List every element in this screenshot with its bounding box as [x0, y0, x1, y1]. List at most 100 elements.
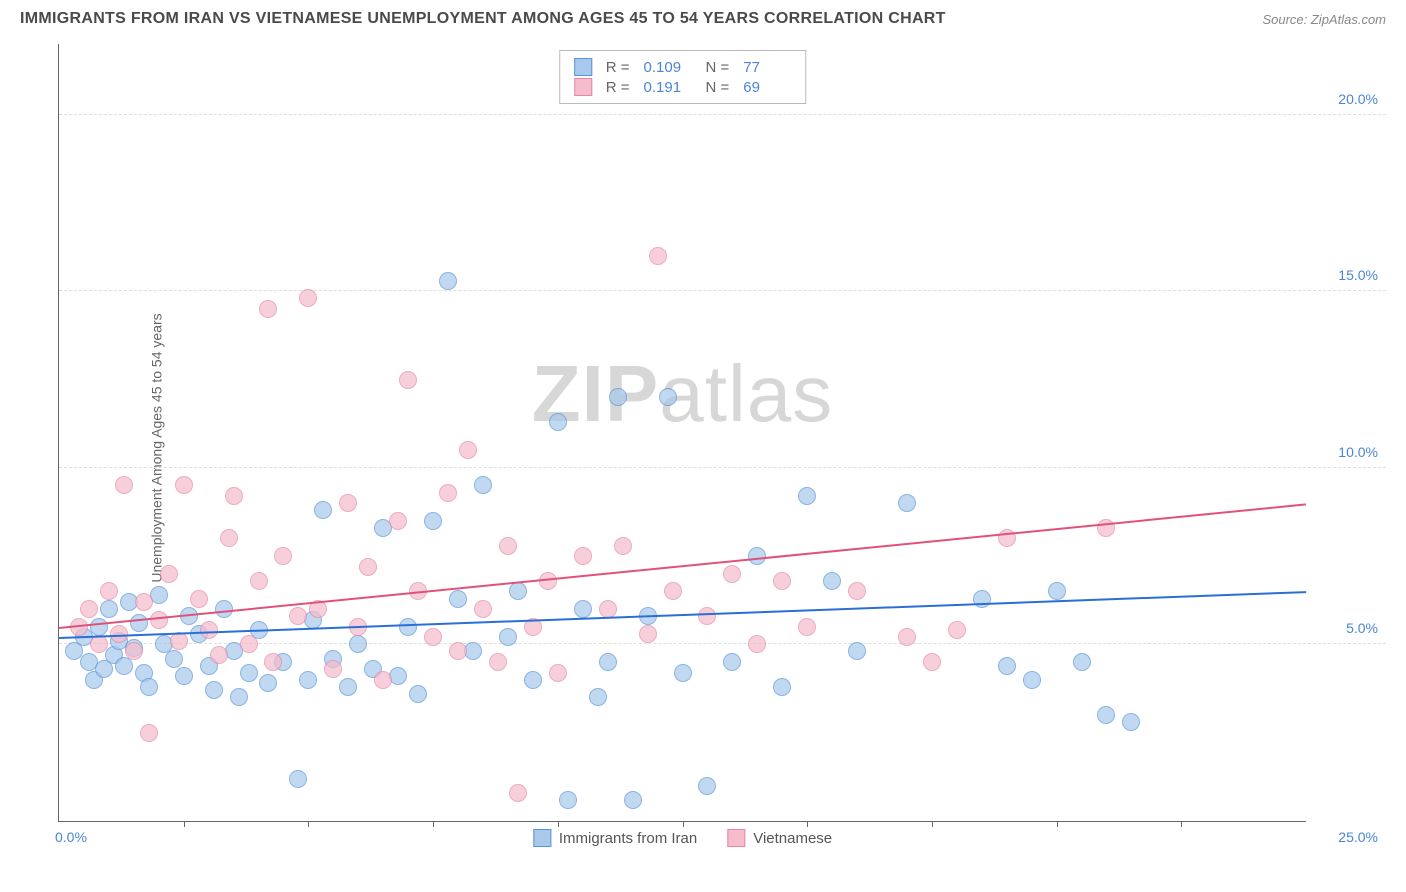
data-point: [264, 653, 282, 671]
data-point: [259, 300, 277, 318]
data-point: [773, 678, 791, 696]
scatter-plot-area: ZIPatlas R = 0.109 N = 77 R = 0.191 N = …: [58, 44, 1306, 822]
data-point: [439, 272, 457, 290]
watermark: ZIPatlas: [532, 348, 833, 440]
data-point: [130, 614, 148, 632]
swatch-iran: [574, 58, 592, 76]
data-point: [559, 791, 577, 809]
data-point: [639, 625, 657, 643]
y-tick-label: 15.0%: [1338, 267, 1378, 283]
x-tick: [1181, 821, 1182, 827]
data-point: [1023, 671, 1041, 689]
data-point: [1097, 706, 1115, 724]
data-point: [848, 642, 866, 660]
legend-row-iran: R = 0.109 N = 77: [574, 57, 792, 77]
data-point: [449, 590, 467, 608]
data-point: [399, 371, 417, 389]
y-tick-label: 10.0%: [1338, 444, 1378, 460]
data-point: [664, 582, 682, 600]
data-point: [240, 664, 258, 682]
data-point: [100, 600, 118, 618]
data-point: [205, 681, 223, 699]
y-tick-label: 5.0%: [1346, 620, 1378, 636]
data-point: [674, 664, 692, 682]
data-point: [359, 558, 377, 576]
data-point: [190, 590, 208, 608]
data-point: [90, 635, 108, 653]
data-point: [499, 537, 517, 555]
x-tick: [683, 821, 684, 827]
data-point: [723, 565, 741, 583]
data-point: [389, 667, 407, 685]
data-point: [374, 671, 392, 689]
data-point: [409, 685, 427, 703]
data-point: [549, 413, 567, 431]
x-tick: [1057, 821, 1058, 827]
data-point: [459, 441, 477, 459]
data-point: [609, 388, 627, 406]
data-point: [574, 600, 592, 618]
data-point: [923, 653, 941, 671]
swatch-vietnamese-bottom: [727, 829, 745, 847]
data-point: [339, 494, 357, 512]
x-tick: [184, 821, 185, 827]
data-point: [574, 547, 592, 565]
data-point: [589, 688, 607, 706]
data-point: [90, 618, 108, 636]
y-tick-label: 20.0%: [1338, 91, 1378, 107]
data-point: [250, 572, 268, 590]
data-point: [289, 770, 307, 788]
data-point: [274, 547, 292, 565]
data-point: [140, 724, 158, 742]
data-point: [649, 247, 667, 265]
chart-container: Unemployment Among Ages 45 to 54 years Z…: [50, 44, 1386, 852]
grid-line: [59, 290, 1386, 291]
data-point: [220, 529, 238, 547]
chart-title: IMMIGRANTS FROM IRAN VS VIETNAMESE UNEMP…: [20, 10, 946, 28]
source-attribution: Source: ZipAtlas.com: [1262, 12, 1386, 27]
x-max-label: 25.0%: [1338, 829, 1378, 845]
data-point: [339, 678, 357, 696]
x-tick: [932, 821, 933, 827]
data-point: [723, 653, 741, 671]
data-point: [439, 484, 457, 502]
data-point: [349, 635, 367, 653]
data-point: [100, 582, 118, 600]
data-point: [773, 572, 791, 590]
data-point: [848, 582, 866, 600]
trend-line: [59, 591, 1306, 639]
grid-line: [59, 467, 1386, 468]
data-point: [210, 646, 228, 664]
data-point: [160, 565, 178, 583]
x-tick: [807, 821, 808, 827]
data-point: [798, 487, 816, 505]
data-point: [614, 537, 632, 555]
data-point: [324, 660, 342, 678]
data-point: [115, 476, 133, 494]
data-point: [698, 607, 716, 625]
legend-item-vietnamese: Vietnamese: [727, 829, 832, 847]
data-point: [599, 600, 617, 618]
data-point: [424, 512, 442, 530]
data-point: [509, 582, 527, 600]
data-point: [140, 678, 158, 696]
data-point: [1048, 582, 1066, 600]
data-point: [599, 653, 617, 671]
data-point: [998, 657, 1016, 675]
data-point: [1122, 713, 1140, 731]
data-point: [299, 671, 317, 689]
trend-line: [59, 503, 1306, 629]
correlation-legend: R = 0.109 N = 77 R = 0.191 N = 69: [559, 50, 807, 104]
data-point: [474, 476, 492, 494]
data-point: [509, 784, 527, 802]
legend-row-vietnamese: R = 0.191 N = 69: [574, 77, 792, 97]
series-legend: Immigrants from Iran Vietnamese: [533, 829, 832, 847]
data-point: [898, 628, 916, 646]
data-point: [823, 572, 841, 590]
data-point: [165, 650, 183, 668]
data-point: [240, 635, 258, 653]
legend-item-iran: Immigrants from Iran: [533, 829, 697, 847]
data-point: [80, 600, 98, 618]
data-point: [898, 494, 916, 512]
x-tick: [308, 821, 309, 827]
